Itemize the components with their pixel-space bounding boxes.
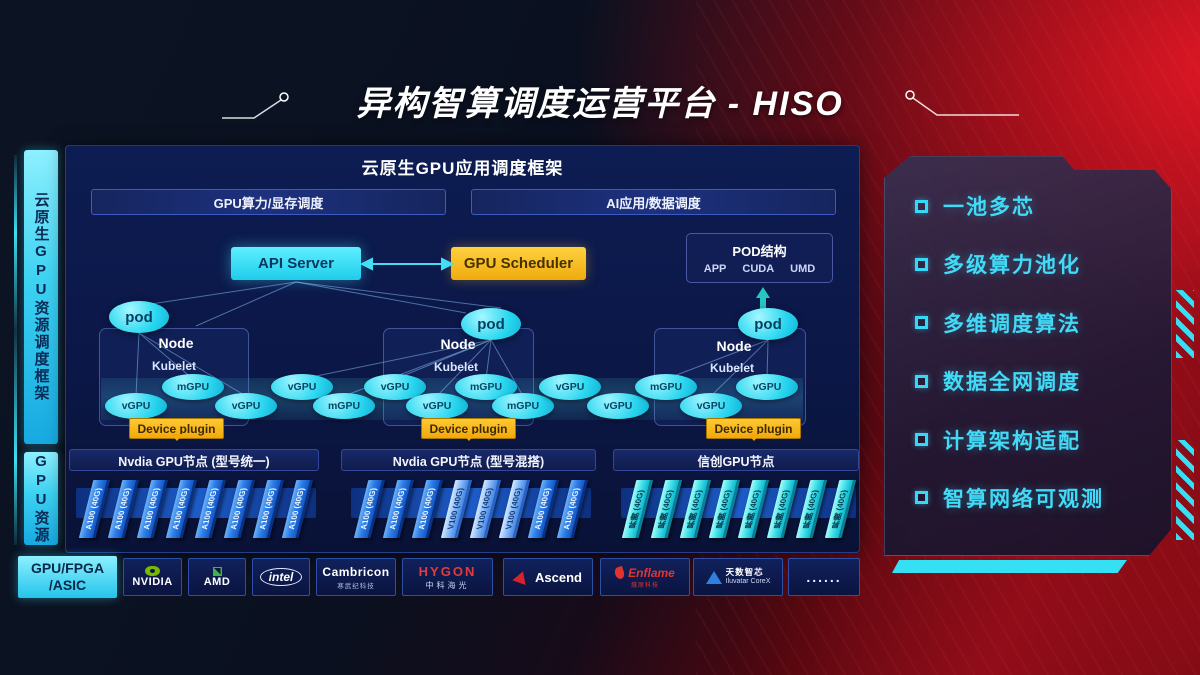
gpu-card: A100 (40G) xyxy=(78,480,111,538)
gpu-ellipse: vGPU xyxy=(736,374,798,400)
node-label-3: Node xyxy=(716,338,752,354)
gpu-card-group-uniform: A100 (40G) A100 (40G) A100 (40G) A100 (4… xyxy=(76,476,316,542)
gpu-card: A100 (40G) xyxy=(165,480,198,538)
kubelet-label-3: Kubelet xyxy=(709,361,754,375)
framework-panel: 云原生GPU应用调度框架 GPU算力/显存调度 AI应用/数据调度 API Se… xyxy=(65,145,860,553)
feature-item: 多级算力池化 xyxy=(915,249,1155,279)
square-bullet-icon xyxy=(915,374,928,388)
gpu-card-group-xinchuang: 昇腾 (40G) 昇腾 (40G) 昇腾 (40G) 昇腾 (40G) 昇腾 (… xyxy=(621,476,856,542)
gpu-card: A100 (40G) xyxy=(136,480,169,538)
vendor-iluvatar: 天数智芯 Iluvatar CoreX xyxy=(693,558,783,596)
gpu-card-group-mixed: A100 (40G) A100 (40G) A100 (40G) V100 (4… xyxy=(351,476,591,542)
square-bullet-icon xyxy=(915,433,928,447)
vendor-intel: intel xyxy=(252,558,310,596)
page-title: 异构智算调度运营平台 - HISO xyxy=(356,85,844,123)
gpu-card: 昇腾 (40G) xyxy=(679,480,711,538)
vendor-more: ...... xyxy=(788,558,860,596)
square-bullet-icon xyxy=(915,491,928,505)
device-plugin-3: Device plugin xyxy=(706,418,801,441)
square-bullet-icon xyxy=(915,199,928,213)
vendor-lead-gpu-fpga-asic: GPU/FPGA /ASIC xyxy=(18,556,117,598)
enflame-logo-icon xyxy=(613,565,626,580)
kubelet-label-1: Kubelet xyxy=(151,359,196,373)
gpu-card: 昇腾 (40G) xyxy=(737,480,769,538)
gpu-card: 昇腾 (40G) xyxy=(766,480,798,538)
gpu-card: 昇腾 (40G) xyxy=(824,480,856,538)
gpu-row-label-xinchuang: 信创GPU节点 xyxy=(613,449,859,471)
gpu-card: A100 (40G) xyxy=(194,480,227,538)
panel-bottom-accent xyxy=(892,560,1127,573)
pod-structure-title: POD结构 xyxy=(732,244,787,259)
feature-item: 计算架构适配 xyxy=(915,425,1155,455)
square-bullet-icon xyxy=(915,257,928,271)
gpu-card: A100 (40G) xyxy=(527,480,560,538)
gpu-ellipse: vGPU xyxy=(215,393,277,419)
gpu-ellipse: vGPU xyxy=(105,393,167,419)
feature-item: 数据全网调度 xyxy=(915,366,1155,396)
gpu-ellipse: vGPU xyxy=(539,374,601,400)
gpu-card: 昇腾 (40G) xyxy=(795,480,827,538)
ascend-logo-icon xyxy=(512,568,530,586)
sidebar-label-gpu-resource: GPU资源 xyxy=(24,452,58,545)
gpu-ellipse: mGPU xyxy=(162,374,224,400)
nvidia-logo-icon xyxy=(145,566,160,576)
gpu-card: V100 (40G) xyxy=(440,480,473,538)
device-plugin-2: Device plugin xyxy=(421,418,516,441)
feature-panel: 一池多芯 多级算力池化 多维调度算法 数据全网调度 计算架构适配 智算网络可观测 xyxy=(884,156,1172,556)
gpu-card: A100 (40G) xyxy=(382,480,415,538)
gpu-ellipse: mGPU xyxy=(313,393,375,419)
gpu-scheduler-box: GPU Scheduler xyxy=(451,247,586,280)
vendor-amd: AMD xyxy=(188,558,246,596)
gpu-card: A100 (40G) xyxy=(411,480,444,538)
gpu-card: A100 (40G) xyxy=(107,480,140,538)
square-bullet-icon xyxy=(915,316,928,330)
gpu-card: V100 (40G) xyxy=(469,480,502,538)
api-server-box: API Server xyxy=(231,247,361,280)
gpu-card: A100 (40G) xyxy=(353,480,386,538)
pod-ellipse-1: pod xyxy=(109,301,169,333)
sidebar-label-scheduling-framework: 云原生GPU资源调度框架 xyxy=(24,150,58,444)
gpu-card: A100 (40G) xyxy=(556,480,589,538)
framework-title: 云原生GPU应用调度框架 xyxy=(361,159,564,178)
gpu-card: A100 (40G) xyxy=(252,480,285,538)
pod-ellipse-2: pod xyxy=(461,308,521,340)
gpu-ellipse: vGPU xyxy=(680,393,742,419)
iluvatar-logo-icon xyxy=(705,570,722,584)
gpu-card: 昇腾 (40G) xyxy=(650,480,682,538)
gpu-card: 昇腾 (40G) xyxy=(708,480,740,538)
gpu-card: A100 (40G) xyxy=(281,480,314,538)
hazard-stripes-top xyxy=(1176,290,1194,358)
gpu-row-label-uniform: Nvdia GPU节点 (型号统一) xyxy=(69,449,319,471)
device-plugin-1: Device plugin xyxy=(129,418,224,441)
feature-item: 一池多芯 xyxy=(915,191,1155,221)
amd-logo-icon xyxy=(212,566,222,576)
pod-structure-item-umd: UMD xyxy=(790,263,816,275)
gpu-ellipse: vGPU xyxy=(406,393,468,419)
hazard-stripes-bottom xyxy=(1176,440,1194,540)
subbar-gpu-compute-scheduling: GPU算力/显存调度 xyxy=(91,189,446,215)
kubelet-label-2: Kubelet xyxy=(433,360,478,374)
gpu-ellipse: vGPU xyxy=(587,393,649,419)
gpu-ellipse: mGPU xyxy=(492,393,554,419)
pod-ellipse-3: pod xyxy=(738,308,798,340)
pod-structure-item-app: APP xyxy=(703,263,727,275)
feature-item: 多维调度算法 xyxy=(915,308,1155,338)
vendor-nvidia: NVIDIA xyxy=(123,558,182,596)
gpu-card: V100 (40G) xyxy=(498,480,531,538)
gpu-card: 昇腾 (40G) xyxy=(621,480,653,538)
gpu-row-label-mixed: Nvdia GPU节点 (型号混搭) xyxy=(341,449,596,471)
subbar-ai-data-scheduling: AI应用/数据调度 xyxy=(471,189,836,215)
pod-structure-box: POD结构 APP CUDA UMD xyxy=(686,233,833,283)
node-label-1: Node xyxy=(158,335,194,351)
vendor-cambricon: Cambricon 寒武纪科技 xyxy=(316,558,396,596)
vendor-enflame: Enflame 燧原科技 xyxy=(600,558,690,596)
vendor-hygon: HYGON 中科海光 xyxy=(402,558,493,596)
pod-structure-item-cuda: CUDA xyxy=(742,263,775,275)
gpu-card: A100 (40G) xyxy=(223,480,256,538)
vendor-ascend: Ascend xyxy=(503,558,593,596)
intel-logo-icon: intel xyxy=(259,568,303,586)
feature-item: 智算网络可观测 xyxy=(915,483,1155,513)
left-accent-line xyxy=(14,155,17,545)
